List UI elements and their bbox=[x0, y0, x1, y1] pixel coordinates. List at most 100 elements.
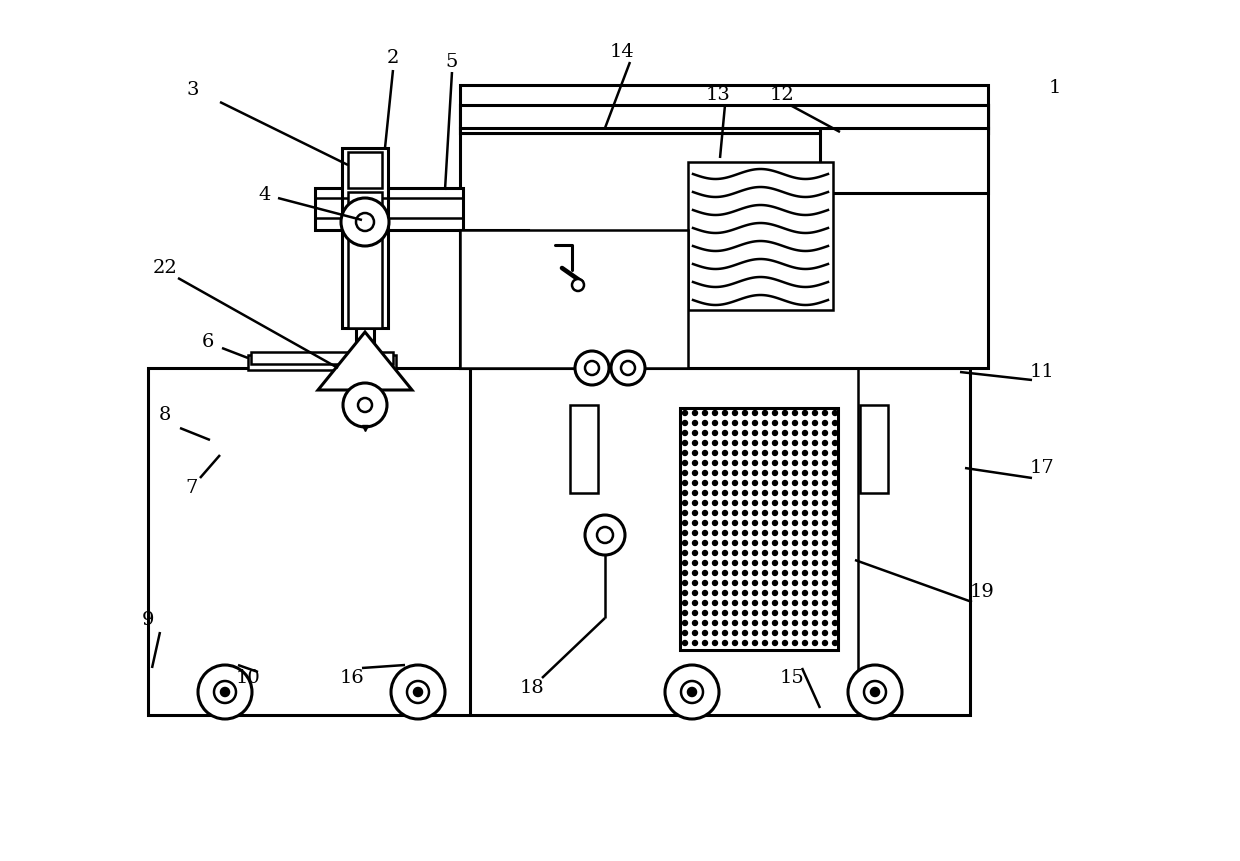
Circle shape bbox=[832, 430, 837, 436]
Circle shape bbox=[812, 541, 817, 546]
Bar bbox=[348, 192, 382, 328]
Circle shape bbox=[773, 420, 777, 425]
Circle shape bbox=[773, 511, 777, 516]
Circle shape bbox=[753, 470, 758, 475]
Circle shape bbox=[713, 420, 718, 425]
Circle shape bbox=[682, 411, 687, 416]
Circle shape bbox=[792, 561, 797, 566]
Circle shape bbox=[832, 541, 837, 546]
Circle shape bbox=[703, 630, 708, 635]
Circle shape bbox=[782, 610, 787, 616]
Circle shape bbox=[773, 530, 777, 536]
Circle shape bbox=[692, 571, 697, 575]
Circle shape bbox=[763, 491, 768, 495]
Circle shape bbox=[692, 541, 697, 546]
Circle shape bbox=[812, 621, 817, 625]
Circle shape bbox=[703, 491, 708, 495]
Circle shape bbox=[753, 430, 758, 436]
Circle shape bbox=[682, 511, 687, 516]
Circle shape bbox=[572, 279, 584, 291]
Circle shape bbox=[733, 550, 738, 555]
Text: 1: 1 bbox=[1049, 79, 1061, 97]
Circle shape bbox=[682, 561, 687, 566]
Bar bbox=[460, 230, 688, 368]
Circle shape bbox=[782, 550, 787, 555]
Circle shape bbox=[733, 411, 738, 416]
Circle shape bbox=[773, 591, 777, 596]
Bar bbox=[248, 355, 396, 370]
Circle shape bbox=[682, 610, 687, 616]
Circle shape bbox=[782, 630, 787, 635]
Circle shape bbox=[832, 500, 837, 505]
Circle shape bbox=[733, 470, 738, 475]
Polygon shape bbox=[317, 332, 412, 390]
Circle shape bbox=[723, 580, 728, 585]
Text: 11: 11 bbox=[1029, 363, 1054, 381]
Text: 7: 7 bbox=[186, 479, 198, 497]
Circle shape bbox=[692, 580, 697, 585]
Circle shape bbox=[773, 430, 777, 436]
Circle shape bbox=[763, 511, 768, 516]
Circle shape bbox=[692, 500, 697, 505]
Circle shape bbox=[812, 461, 817, 466]
Circle shape bbox=[692, 511, 697, 516]
Circle shape bbox=[822, 420, 827, 425]
Circle shape bbox=[832, 561, 837, 566]
Circle shape bbox=[743, 561, 748, 566]
Circle shape bbox=[743, 411, 748, 416]
Circle shape bbox=[703, 470, 708, 475]
Circle shape bbox=[682, 450, 687, 455]
Circle shape bbox=[812, 420, 817, 425]
Circle shape bbox=[832, 641, 837, 646]
Circle shape bbox=[773, 441, 777, 445]
Circle shape bbox=[832, 580, 837, 585]
Circle shape bbox=[585, 515, 625, 555]
Circle shape bbox=[723, 521, 728, 525]
Circle shape bbox=[782, 411, 787, 416]
Circle shape bbox=[802, 571, 807, 575]
Circle shape bbox=[802, 630, 807, 635]
Circle shape bbox=[812, 441, 817, 445]
Circle shape bbox=[692, 591, 697, 596]
Text: 22: 22 bbox=[153, 259, 177, 277]
Circle shape bbox=[812, 511, 817, 516]
Circle shape bbox=[802, 441, 807, 445]
Circle shape bbox=[822, 500, 827, 505]
Circle shape bbox=[763, 600, 768, 605]
Circle shape bbox=[733, 450, 738, 455]
Circle shape bbox=[753, 420, 758, 425]
Circle shape bbox=[763, 521, 768, 525]
Circle shape bbox=[682, 550, 687, 555]
Circle shape bbox=[743, 621, 748, 625]
Circle shape bbox=[753, 621, 758, 625]
Circle shape bbox=[692, 470, 697, 475]
Circle shape bbox=[753, 530, 758, 536]
Circle shape bbox=[743, 541, 748, 546]
Circle shape bbox=[358, 398, 372, 412]
Circle shape bbox=[802, 621, 807, 625]
Circle shape bbox=[782, 470, 787, 475]
Circle shape bbox=[753, 491, 758, 495]
Circle shape bbox=[692, 430, 697, 436]
Circle shape bbox=[822, 521, 827, 525]
Circle shape bbox=[723, 561, 728, 566]
Circle shape bbox=[703, 541, 708, 546]
Circle shape bbox=[713, 491, 718, 495]
Circle shape bbox=[703, 571, 708, 575]
Circle shape bbox=[773, 500, 777, 505]
Circle shape bbox=[812, 580, 817, 585]
Circle shape bbox=[743, 550, 748, 555]
Circle shape bbox=[682, 600, 687, 605]
Text: 12: 12 bbox=[770, 86, 795, 104]
Circle shape bbox=[682, 441, 687, 445]
Circle shape bbox=[782, 511, 787, 516]
Circle shape bbox=[713, 521, 718, 525]
Circle shape bbox=[812, 610, 817, 616]
Circle shape bbox=[832, 550, 837, 555]
Circle shape bbox=[753, 591, 758, 596]
Circle shape bbox=[733, 541, 738, 546]
Circle shape bbox=[782, 530, 787, 536]
Circle shape bbox=[703, 550, 708, 555]
Circle shape bbox=[682, 430, 687, 436]
Circle shape bbox=[822, 411, 827, 416]
